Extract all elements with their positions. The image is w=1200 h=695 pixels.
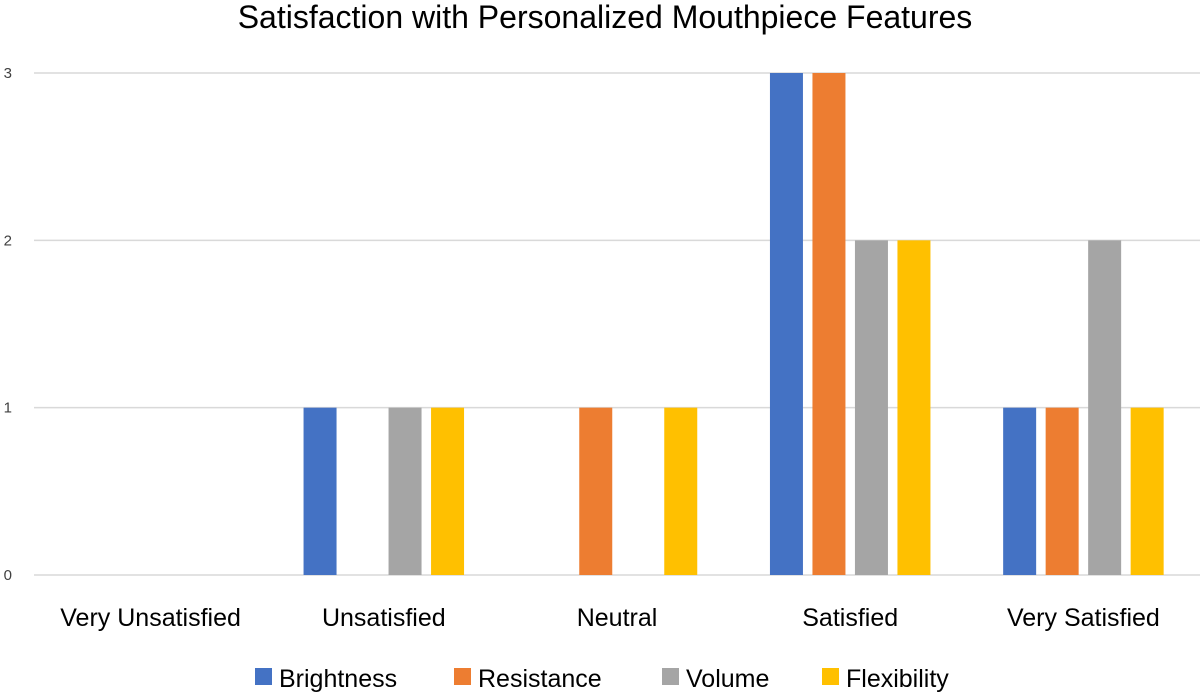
bars: [303, 73, 1164, 575]
bar-flexibility-neutral: [664, 407, 698, 575]
legend-swatch-resistance: [454, 668, 471, 685]
bar-volume-satisfied: [854, 240, 888, 575]
bar-brightness-satisfied: [769, 73, 803, 575]
bar-brightness-very-satisfied: [1003, 407, 1037, 575]
bar-resistance-satisfied: [812, 73, 846, 575]
chart-title: Satisfaction with Personalized Mouthpiec…: [238, 0, 973, 35]
bar-resistance-very-satisfied: [1045, 407, 1079, 575]
x-axis-ticks: Very Unsatisfied Unsatisfied Neutral Satisf…: [60, 604, 1160, 632]
legend: Brightness Resistance Volume Flexibility: [255, 665, 949, 693]
x-category-label: Very Satisfied: [1007, 604, 1160, 632]
bar-volume-unsatisfied: [388, 407, 422, 575]
legend-label-resistance: Resistance: [478, 665, 602, 693]
bar-brightness-unsatisfied: [303, 407, 337, 575]
y-tick-label: 1: [4, 400, 12, 417]
x-category-label: Neutral: [577, 604, 658, 632]
legend-label-brightness: Brightness: [279, 665, 397, 693]
y-axis-ticks: 0 1 2 3: [4, 65, 12, 584]
bar-flexibility-unsatisfied: [431, 407, 465, 575]
bar-resistance-neutral: [579, 407, 613, 575]
bar-flexibility-satisfied: [897, 240, 931, 575]
legend-swatch-flexibility: [822, 668, 839, 685]
y-tick-label: 2: [4, 232, 12, 249]
y-tick-label: 3: [4, 65, 12, 82]
legend-label-flexibility: Flexibility: [846, 665, 949, 693]
x-category-label: Very Unsatisfied: [60, 604, 241, 632]
bar-flexibility-very-satisfied: [1130, 407, 1164, 575]
x-category-label: Satisfied: [802, 604, 898, 632]
legend-label-volume: Volume: [686, 665, 769, 693]
y-tick-label: 0: [4, 567, 12, 584]
legend-swatch-volume: [662, 668, 679, 685]
x-category-label: Unsatisfied: [322, 604, 446, 632]
legend-swatch-brightness: [255, 668, 272, 685]
bar-volume-very-satisfied: [1088, 240, 1122, 575]
